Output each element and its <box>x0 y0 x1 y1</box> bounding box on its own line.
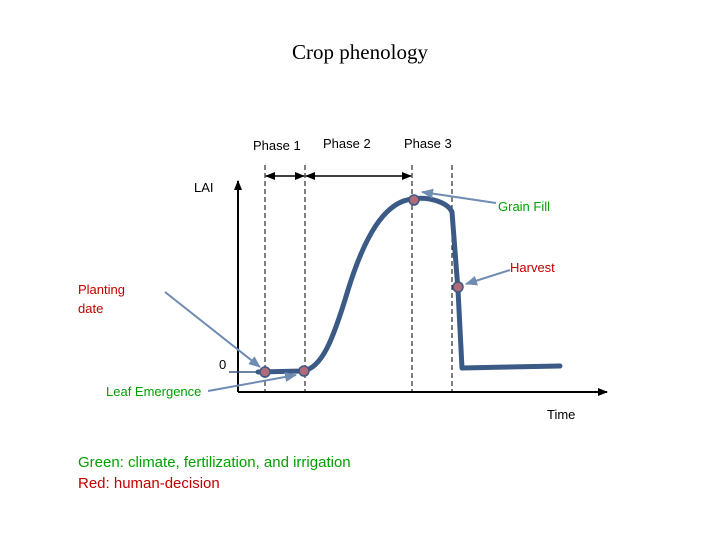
legend-red-note: Red: human-decision <box>78 475 220 492</box>
phase-1-label: Phase 1 <box>253 138 301 153</box>
leaf-emergence-pointer-arrow <box>207 372 297 392</box>
x-axis-label: Time <box>547 407 575 422</box>
y-axis-label: LAI <box>194 180 214 195</box>
leaf-emergence-label: Leaf Emergence <box>106 384 201 399</box>
grain-fill-label: Grain Fill <box>498 199 550 214</box>
phase-2-label: Phase 2 <box>323 136 371 151</box>
grain-fill-marker <box>408 194 420 206</box>
phase-boundaries <box>264 165 453 392</box>
harvest-label: Harvest <box>510 260 555 275</box>
lai-curve <box>255 195 563 375</box>
grain-fill-pointer-arrow <box>421 188 497 204</box>
planting-date-line-1: Planting <box>78 282 125 297</box>
leaf-emergence-marker <box>298 365 310 377</box>
diagram-title: Crop phenology <box>292 40 428 64</box>
phase-3-label: Phase 3 <box>404 136 452 151</box>
harvest-marker <box>452 281 464 293</box>
planting-date-line-2: date <box>78 301 103 316</box>
planting-pointer-arrow <box>164 291 261 368</box>
planting-marker <box>259 366 271 378</box>
planting-date-label: Planting date <box>78 282 129 316</box>
origin-label: 0 <box>219 357 226 372</box>
harvest-pointer-arrow <box>465 269 511 286</box>
legend-green-note: Green: climate, fertilization, and irrig… <box>78 454 351 471</box>
